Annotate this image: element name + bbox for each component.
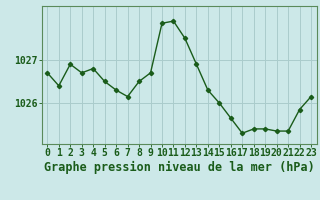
X-axis label: Graphe pression niveau de la mer (hPa): Graphe pression niveau de la mer (hPa) [44,161,315,174]
